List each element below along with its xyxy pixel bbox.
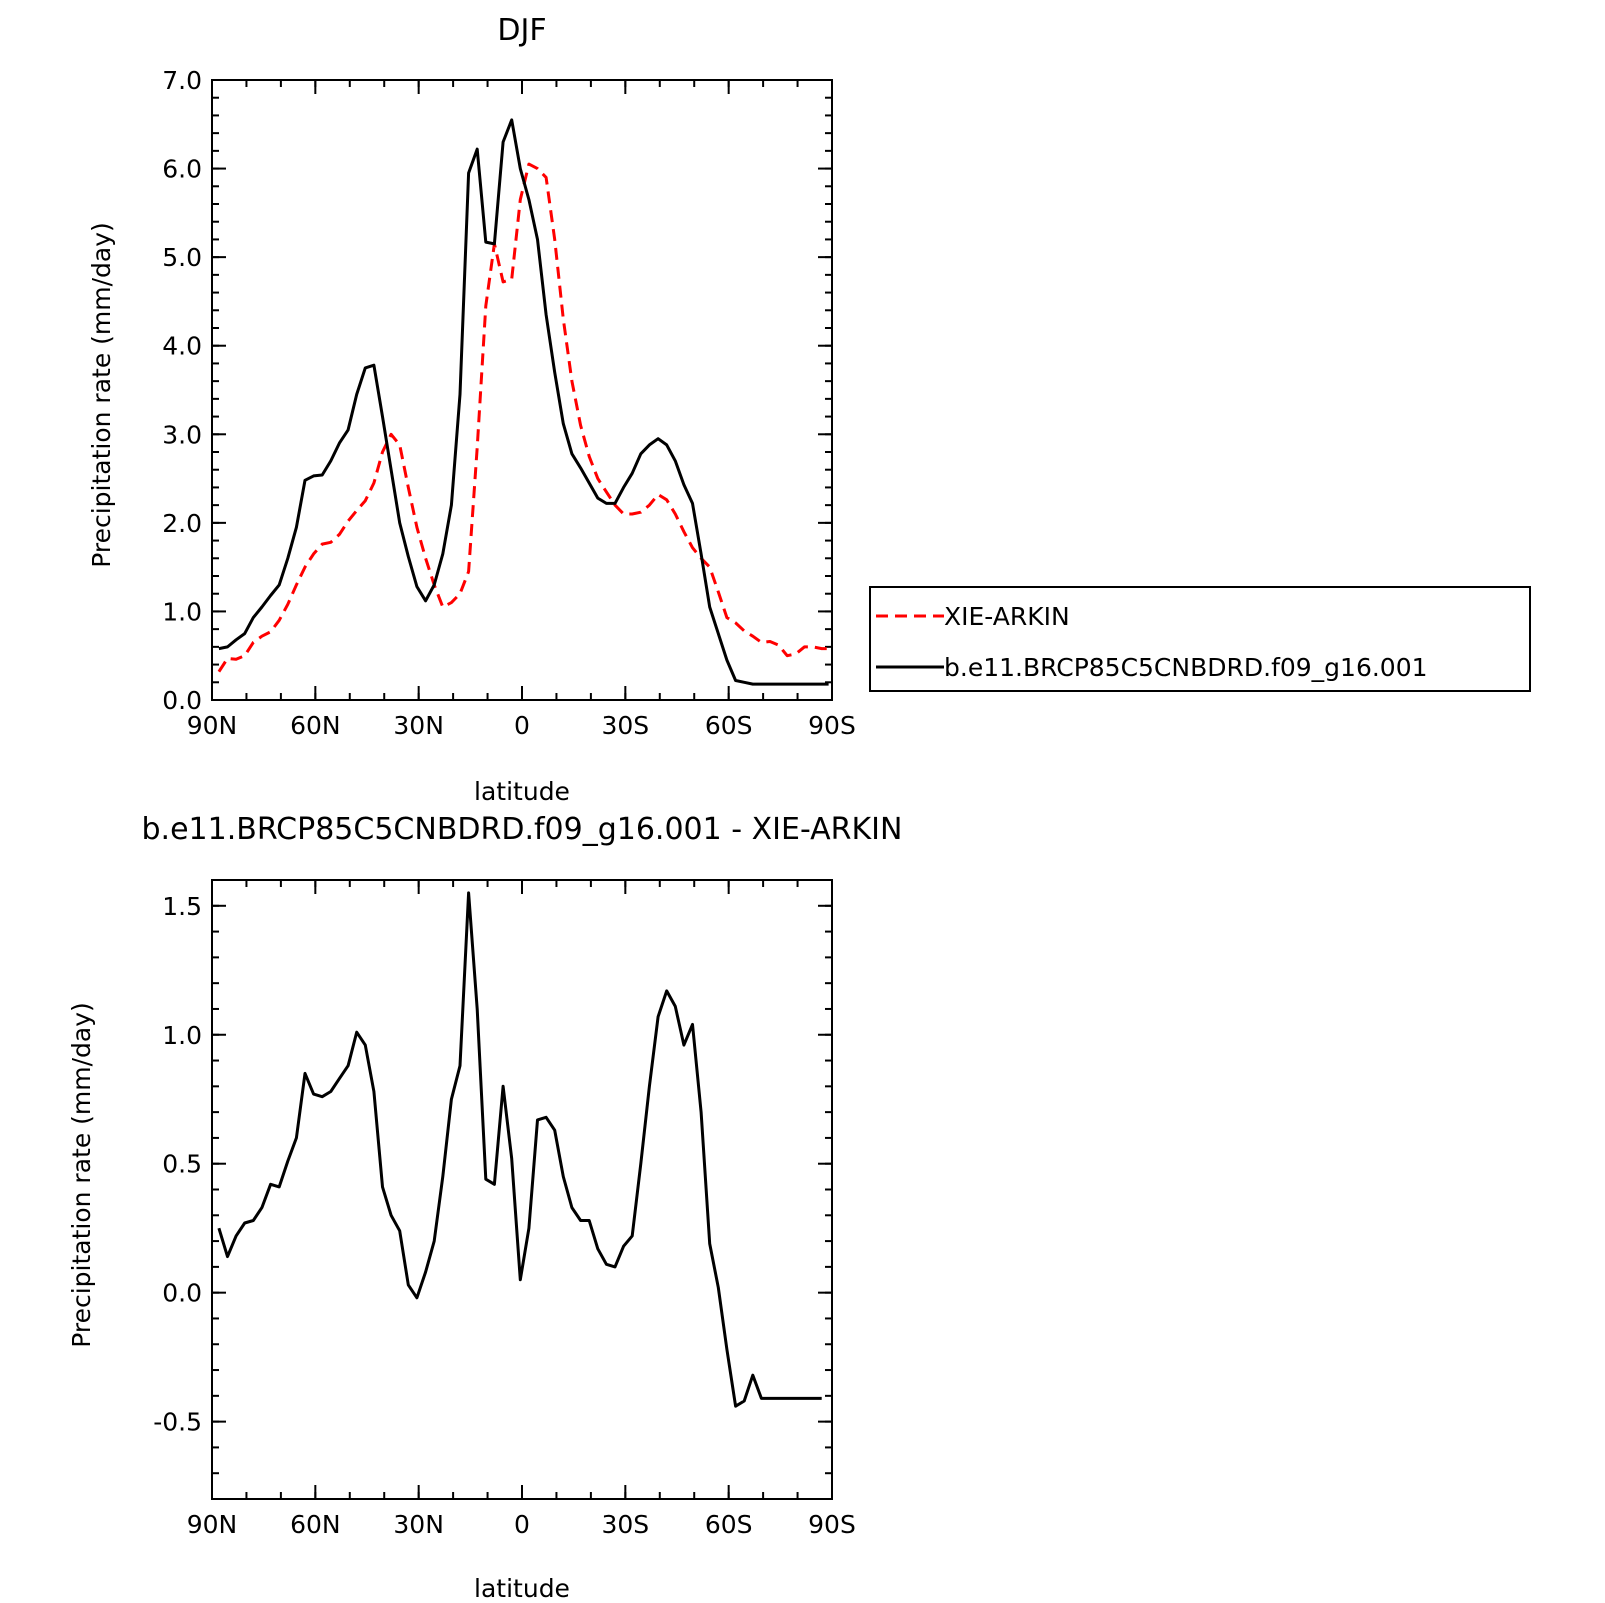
top-chart-x-tick-label: 90S [808,711,856,740]
top-chart-y-tick-label: 7.0 [162,66,202,95]
legend-label-xie-arkin: XIE-ARKIN [944,602,1070,631]
bottom-chart-frame [211,879,833,1500]
bottom-chart-y-axis-label: Precipitation rate (mm/day) [67,1002,96,1348]
bottom-chart: b.e11.BRCP85C5CNBDRD.f09_g16.001 - XIE-A… [67,812,902,1603]
bottom-chart-x-tick-label: 0 [514,1510,530,1539]
bottom-chart-title: b.e11.BRCP85C5CNBDRD.f09_g16.001 - XIE-A… [142,812,903,847]
top-chart-x-tick-label: 30S [601,711,649,740]
bottom-chart-x-tick-label: 90N [187,1510,238,1539]
bottom-chart-y-tick-label: -0.5 [153,1408,202,1437]
legend-label-model: b.e11.BRCP85C5CNBDRD.f09_g16.001 [944,653,1428,682]
top-chart: DJF 90N 60N 30N 0 30S 60S 90S 0.0 1.0 2.0 3.0 4.0 5.… [87,13,856,806]
bottom-chart-y-tick-label: 1.0 [162,1021,202,1050]
top-chart-x-tick-label: 60N [290,711,341,740]
top-chart-x-tick-label: 90N [187,711,238,740]
top-chart-y-tick-label: 6.0 [162,155,202,184]
top-chart-title: DJF [497,13,546,48]
top-chart-y-tick-label: 1.0 [162,597,202,626]
top-chart-y-tick-label: 3.0 [162,420,202,449]
top-chart-x-tick-label: 0 [514,711,530,740]
bottom-chart-y-tick-label: 0.5 [162,1150,202,1179]
bottom-chart-plot-area: 90N 60N 30N 0 30S 60S 90S -0.5 0.0 0.5 1.0 1.5 [153,879,856,1539]
top-chart-y-tick-label: 0.0 [162,686,202,715]
top-chart-x-axis-label: latitude [474,777,570,806]
top-chart-x-tick-label: 30N [393,711,444,740]
bottom-chart-y-tick-label: 0.0 [162,1279,202,1308]
top-chart-plot-area: 90N 60N 30N 0 30S 60S 90S 0.0 1.0 2.0 3.0 4.0 5.0 6.0… [162,66,856,740]
legend: XIE-ARKIN b.e11.BRCP85C5CNBDRD.f09_g16.0… [869,586,1531,692]
bottom-chart-x-axis-label: latitude [474,1574,570,1603]
top-chart-y-tick-label: 2.0 [162,509,202,538]
bottom-chart-x-tick-label: 30N [393,1510,444,1539]
top-chart-series-line-1 [218,118,829,686]
bottom-chart-x-tick-label: 30S [601,1510,649,1539]
top-chart-x-tick-label: 60S [705,711,753,740]
bottom-chart-x-tick-label: 60N [290,1510,341,1539]
top-chart-series-line-0 [217,162,829,673]
legend-box [869,586,1531,692]
bottom-chart-x-tick-label: 60S [705,1510,753,1539]
bottom-chart-x-tick-label: 90S [808,1510,856,1539]
top-chart-y-tick-label: 5.0 [162,243,202,272]
bottom-chart-y-tick-label: 1.5 [162,892,202,921]
bottom-chart-series-line-0 [217,891,822,1408]
top-chart-y-tick-label: 4.0 [162,332,202,361]
top-chart-y-axis-label: Precipitation rate (mm/day) [87,222,116,568]
